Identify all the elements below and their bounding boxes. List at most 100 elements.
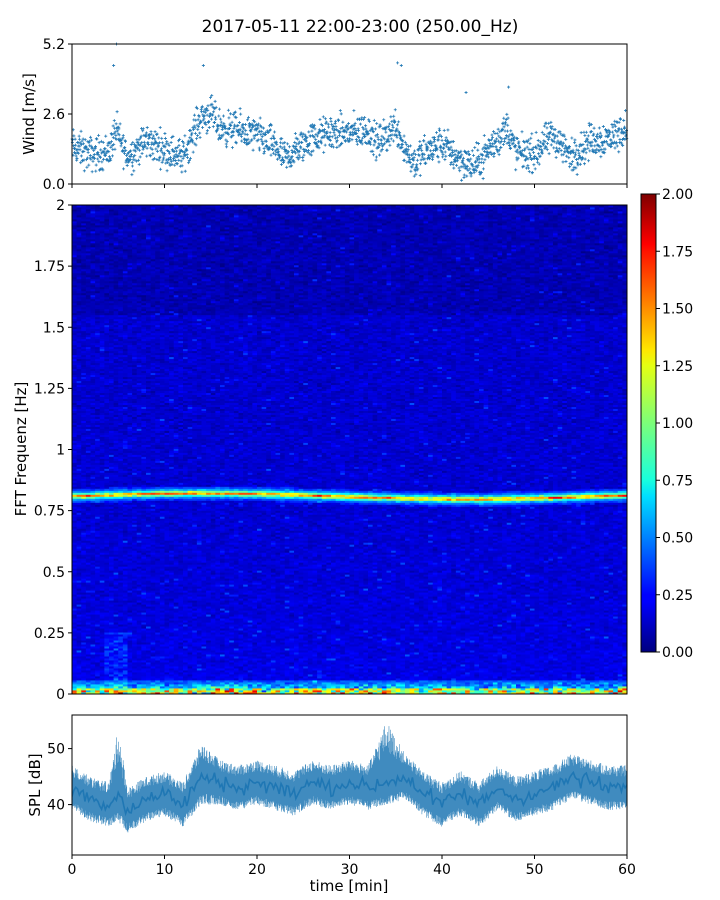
wind-point (175, 149, 179, 153)
wind-point (189, 133, 193, 137)
wind-point (177, 143, 181, 147)
wind-point (95, 151, 99, 155)
wind-point (112, 142, 116, 146)
wind-point (100, 160, 104, 164)
wind-point (79, 161, 83, 165)
wind-point (177, 151, 181, 155)
wind-point (129, 149, 133, 153)
wind-point (592, 126, 596, 130)
wind-point (217, 133, 221, 137)
wind-point (506, 129, 510, 133)
wind-point (109, 140, 113, 144)
wind-point (103, 147, 107, 151)
wind-point (185, 148, 189, 152)
wind-point (104, 134, 108, 138)
wind-point (584, 130, 588, 134)
wind-point (86, 147, 90, 151)
wind-point (118, 122, 122, 126)
wind-point (114, 122, 118, 126)
wind-point (586, 134, 590, 138)
wind-point (613, 146, 617, 150)
wind-point (333, 133, 337, 137)
wind-point (494, 145, 498, 149)
wind-point (502, 139, 506, 143)
wind-point (91, 159, 95, 163)
wind-point (567, 156, 571, 160)
wind-point (534, 130, 538, 134)
wind-point (439, 135, 443, 139)
wind-point (455, 163, 459, 167)
wind-point (148, 135, 152, 139)
wind-point (83, 138, 87, 142)
wind-point (155, 149, 159, 153)
wind-point (617, 150, 621, 154)
wind-point (168, 151, 172, 155)
wind-point (546, 142, 550, 146)
wind-point (300, 135, 304, 139)
wind-point (464, 90, 468, 94)
wind-point (130, 160, 134, 164)
wind-point (397, 120, 401, 124)
wind-point (142, 140, 146, 144)
wind-point (599, 155, 603, 159)
wind-point (132, 143, 136, 147)
wind-point (574, 166, 578, 170)
wind-point (178, 137, 182, 141)
wind-point (354, 137, 358, 141)
wind-point (352, 109, 356, 113)
wind-point (130, 164, 134, 168)
wind-point (128, 158, 132, 162)
wind-y-tick-label: 0.0 (43, 177, 65, 193)
wind-point (334, 119, 338, 123)
wind-point (150, 147, 154, 151)
wind-point (460, 178, 464, 182)
wind-point (329, 117, 333, 121)
wind-point (205, 131, 209, 135)
wind-point (271, 147, 275, 151)
wind-point (561, 160, 565, 164)
wind-point (112, 119, 116, 123)
wind-point (175, 145, 179, 149)
wind-point (570, 136, 574, 140)
wind-point (167, 143, 171, 147)
wind-point (92, 149, 96, 153)
wind-point (97, 141, 101, 145)
wind-point (372, 143, 376, 147)
wind-point (469, 174, 473, 178)
wind-point (412, 174, 416, 178)
wind-point (505, 112, 509, 116)
wind-point (116, 137, 120, 141)
wind-point (137, 138, 141, 142)
wind-point (418, 173, 422, 177)
wind-point (133, 154, 137, 158)
wind-point (597, 126, 601, 130)
wind-point (556, 130, 560, 134)
wind-point (117, 133, 121, 137)
wind-point (191, 140, 195, 144)
wind-point (94, 169, 98, 173)
wind-point (195, 137, 199, 141)
wind-point (181, 157, 185, 161)
wind-point (185, 155, 189, 159)
wind-point (389, 115, 393, 119)
wind-point (105, 158, 109, 162)
wind-point (242, 140, 246, 144)
wind-point (167, 150, 171, 154)
wind-point (271, 134, 275, 138)
wind-point (285, 165, 289, 169)
wind-point (99, 139, 103, 143)
wind-point (194, 118, 198, 122)
wind-point (190, 131, 194, 135)
wind-point (183, 153, 187, 157)
wind-point (101, 157, 105, 161)
wind-point (545, 126, 549, 130)
wind-point (180, 139, 184, 143)
wind-point (568, 165, 572, 169)
wind-point (550, 125, 554, 129)
wind-point (107, 155, 111, 159)
wind-point (384, 130, 388, 134)
wind-point (125, 153, 129, 157)
wind-point (238, 107, 242, 111)
wind-point (601, 125, 605, 129)
wind-point (301, 158, 305, 162)
